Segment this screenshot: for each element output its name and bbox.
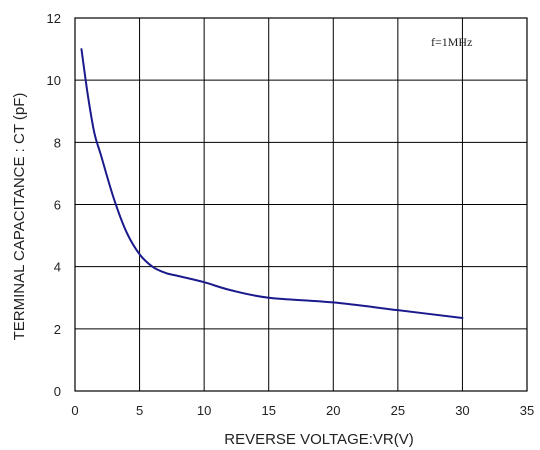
- y-tick-label: 10: [47, 73, 61, 88]
- grid-lines: [74, 17, 528, 392]
- x-tick-label: 25: [391, 403, 405, 418]
- x-tick-label: 5: [136, 403, 143, 418]
- series-line-0: [80, 48, 464, 319]
- y-tick-label: 0: [54, 384, 61, 399]
- y-tick-label: 6: [54, 198, 61, 213]
- frequency-annotation: f=1MHz: [431, 35, 472, 49]
- series-layer: [80, 48, 464, 319]
- x-axis-label: REVERSE VOLTAGE:VR(V): [224, 431, 414, 448]
- y-tick-label: 2: [54, 322, 61, 337]
- x-tick-label: 15: [261, 403, 275, 418]
- x-tick-label: 10: [197, 403, 211, 418]
- x-tick-label: 20: [326, 403, 340, 418]
- plot-frame: [74, 17, 528, 392]
- y-tick-label: 4: [54, 260, 61, 275]
- y-tick-label: 12: [47, 11, 61, 26]
- x-tick-labels: 0 5 10 15 20 25 30 35: [71, 403, 534, 418]
- y-tick-label: 8: [54, 135, 61, 150]
- y-axis-label: TERMINAL CAPACITANCE : CT (pF): [11, 93, 28, 341]
- x-tick-label: 30: [455, 403, 469, 418]
- y-tick-labels: 0 2 4 6 8 10 12: [47, 11, 61, 399]
- x-tick-label: 35: [520, 403, 534, 418]
- x-tick-label: 0: [71, 403, 78, 418]
